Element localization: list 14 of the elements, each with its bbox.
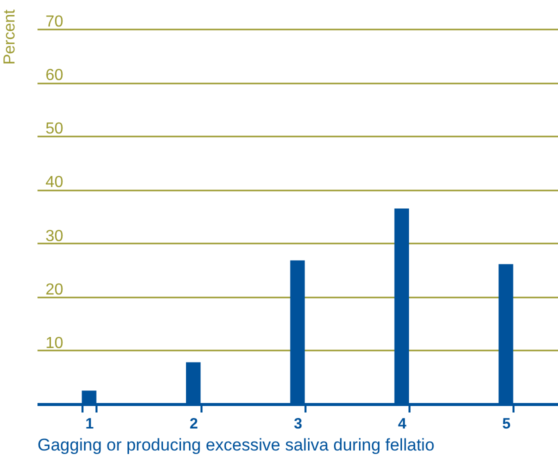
x-axis-title: Gagging or producing excessive saliva during fellatio — [38, 436, 434, 454]
y-tick-label: 30 — [46, 228, 64, 245]
y-tick-label: 70 — [46, 14, 64, 30]
x-tick-label: 2 — [190, 416, 198, 432]
y-tick-label: 20 — [46, 281, 64, 298]
x-tick-label: 3 — [294, 416, 302, 432]
x-tick-label: 5 — [502, 416, 511, 432]
x-tick-label: 1 — [85, 416, 94, 432]
y-axis-title: Percent — [2, 8, 18, 65]
y-tick-label: 10 — [46, 334, 64, 352]
y-tick-label: 40 — [46, 174, 64, 192]
y-tick-label: 60 — [46, 67, 64, 84]
x-tick-label: 4 — [398, 416, 408, 432]
y-tick-label: 50 — [46, 120, 64, 138]
